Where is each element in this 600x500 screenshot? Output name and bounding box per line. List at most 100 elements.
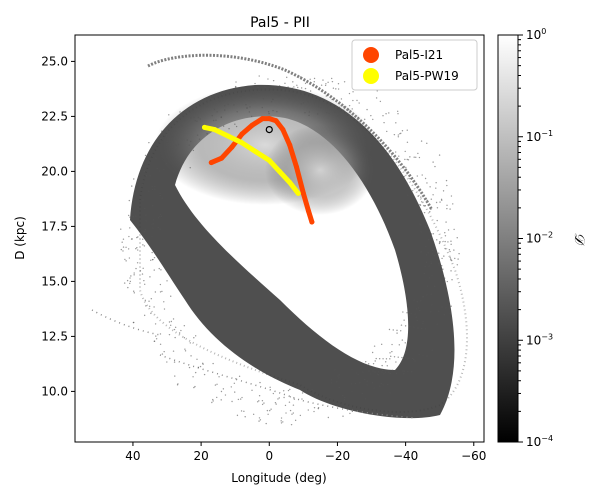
noise-point	[275, 403, 277, 405]
noise-point	[235, 81, 237, 83]
noise-point	[400, 324, 403, 326]
noise-point	[338, 106, 341, 108]
noise-point	[193, 386, 195, 389]
noise-point	[151, 223, 153, 225]
noise-point	[381, 364, 383, 367]
noise-point	[414, 313, 416, 315]
noise-point	[272, 98, 274, 101]
noise-point	[308, 114, 310, 117]
noise-point	[426, 355, 428, 357]
noise-point	[196, 358, 198, 361]
noise-point	[257, 86, 259, 89]
x-tick-label: 40	[125, 449, 140, 463]
noise-point	[297, 86, 299, 89]
noise-point	[144, 207, 146, 210]
noise-point	[447, 229, 450, 231]
noise-point	[368, 370, 370, 372]
noise-point	[449, 208, 451, 210]
noise-point	[394, 151, 397, 153]
noise-point	[180, 329, 182, 332]
noise-point	[403, 319, 405, 321]
noise-point	[409, 325, 411, 328]
noise-point	[385, 358, 388, 360]
noise-point	[170, 160, 172, 162]
noise-point	[355, 372, 358, 374]
noise-point	[407, 370, 409, 373]
noise-point	[398, 155, 400, 157]
noise-point	[414, 360, 416, 362]
noise-point	[301, 392, 304, 394]
x-tick-label: 20	[193, 449, 208, 463]
noise-point	[397, 110, 399, 113]
noise-point	[163, 301, 165, 303]
noise-point	[367, 363, 370, 365]
noise-point	[431, 349, 433, 351]
noise-point	[174, 375, 176, 377]
noise-point	[144, 228, 147, 231]
series-pal5-i21-point	[294, 164, 300, 170]
colorbar-gradient	[497, 34, 519, 443]
noise-point	[212, 362, 214, 365]
noise-point	[169, 324, 172, 326]
noise-point	[354, 382, 357, 385]
noise-point	[421, 327, 423, 330]
noise-point	[375, 97, 378, 99]
noise-point	[161, 353, 164, 355]
noise-point	[149, 175, 151, 177]
noise-point	[219, 100, 221, 103]
noise-point	[292, 412, 295, 414]
noise-point	[446, 184, 448, 187]
noise-point	[269, 386, 271, 388]
series-pal5-pw19-point	[295, 190, 301, 196]
noise-point	[359, 381, 361, 384]
noise-point	[259, 381, 261, 384]
colorbar-ticks: 100 10−1 10−2 10−3 10−4	[518, 27, 553, 449]
noise-point	[417, 195, 419, 197]
noise-point	[389, 352, 391, 354]
noise-point	[270, 408, 272, 410]
noise-point	[351, 390, 353, 393]
noise-point	[417, 327, 419, 329]
noise-point	[155, 335, 157, 337]
noise-point	[172, 318, 175, 320]
noise-point	[330, 379, 333, 381]
noise-point	[376, 373, 379, 375]
noise-point	[129, 216, 131, 218]
noise-point	[337, 375, 339, 377]
noise-point	[261, 106, 263, 109]
series-pal5-pw19-point	[239, 140, 245, 146]
series-pal5-pw19-point	[277, 168, 282, 174]
noise-point	[420, 140, 423, 142]
noise-point	[132, 215, 134, 218]
noise-point	[332, 106, 335, 108]
series-pal5-i21-point	[305, 208, 311, 214]
noise-point	[143, 314, 146, 317]
x-axis: 40 20 0 −20 −40 −60	[125, 442, 486, 463]
noise-point	[348, 104, 351, 107]
noise-point	[151, 204, 154, 207]
noise-point	[272, 392, 275, 395]
noise-point	[301, 92, 303, 94]
noise-point	[342, 109, 345, 111]
noise-point	[376, 90, 378, 92]
noise-point	[188, 108, 191, 111]
noise-point	[142, 244, 144, 246]
noise-point	[228, 127, 230, 130]
noise-point	[285, 412, 287, 414]
noise-point	[196, 134, 199, 136]
noise-point	[404, 325, 407, 327]
noise-point	[243, 410, 245, 413]
noise-point	[396, 329, 398, 332]
noise-point	[189, 342, 191, 344]
noise-point	[389, 358, 391, 360]
noise-point	[327, 81, 329, 84]
noise-point	[310, 389, 312, 392]
noise-point	[409, 156, 411, 158]
noise-point	[453, 249, 455, 251]
noise-point	[124, 258, 126, 261]
noise-point	[441, 257, 443, 260]
noise-point	[313, 77, 316, 80]
noise-point	[256, 401, 259, 403]
noise-point	[310, 383, 312, 385]
noise-point	[362, 371, 364, 373]
